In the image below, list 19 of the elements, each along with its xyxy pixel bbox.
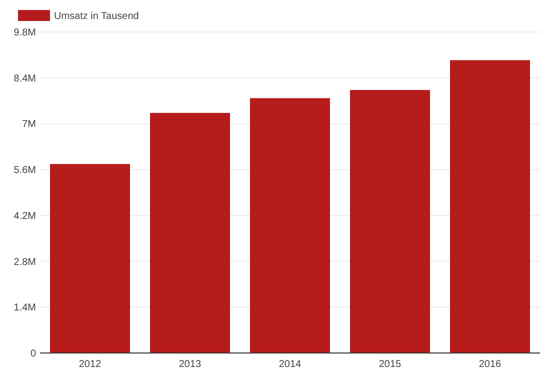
y-tick-label: 2.8M: [14, 256, 36, 268]
x-tick-label: 2012: [78, 359, 102, 370]
bar: [250, 98, 330, 353]
x-tick-label: 2014: [278, 359, 302, 370]
y-tick-label: 4.2M: [14, 210, 36, 222]
bar: [50, 164, 130, 353]
bar: [450, 60, 530, 353]
y-tick-label: 7M: [22, 119, 36, 130]
y-tick-label: 0: [30, 348, 36, 360]
y-tick-label: 8.4M: [14, 73, 36, 84]
bar: [350, 90, 430, 353]
x-tick-label: 2015: [378, 359, 402, 370]
bar: [150, 112, 230, 353]
y-tick-label: 5.6M: [14, 165, 36, 176]
x-tick-label: 2016: [478, 359, 502, 370]
y-tick-label: 1.4M: [14, 302, 36, 314]
x-tick-label: 2013: [178, 359, 202, 370]
y-tick-label: 9.8M: [14, 28, 36, 38]
legend-label: Umsatz in Tausend: [54, 11, 139, 22]
